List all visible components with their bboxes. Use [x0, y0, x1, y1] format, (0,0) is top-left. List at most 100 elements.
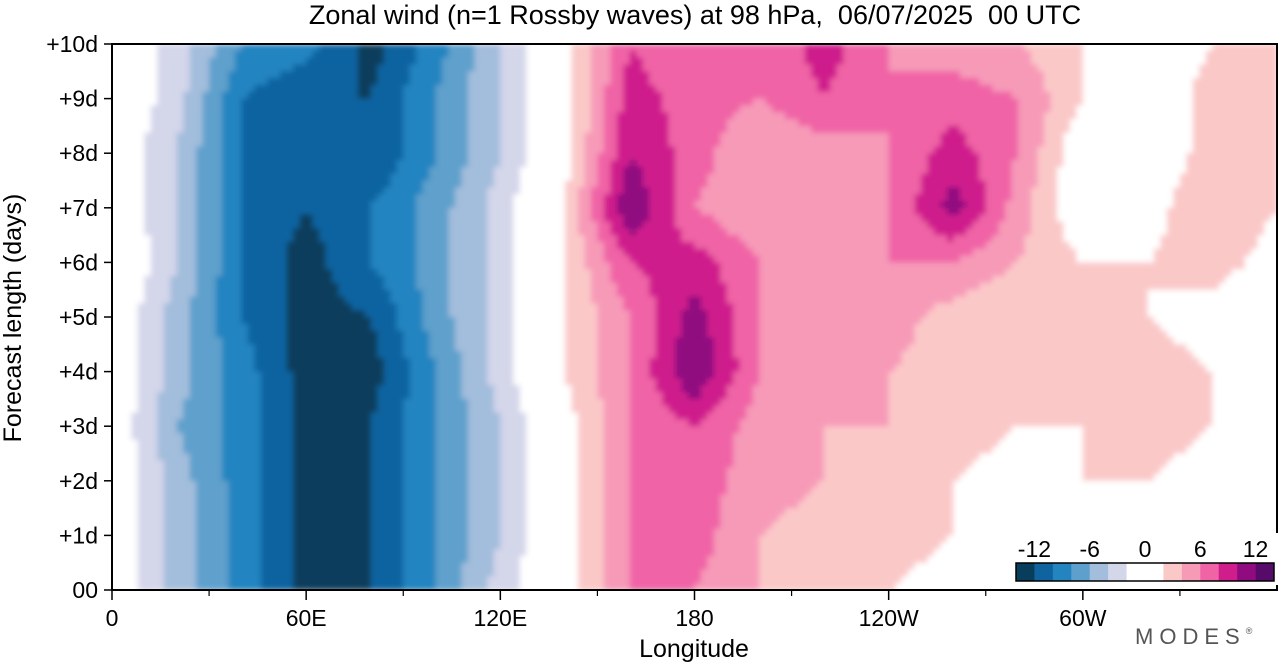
heatmap-cell [642, 180, 650, 188]
heatmap-cell [785, 200, 793, 209]
heatmap-cell [629, 50, 637, 59]
heatmap-cell [642, 187, 650, 195]
heatmap-cell [616, 200, 624, 209]
heatmap-cell [862, 64, 870, 72]
heatmap-cell [921, 166, 929, 175]
heatmap-cell [713, 207, 721, 216]
heatmap-cell [351, 64, 359, 72]
heatmap-cell [830, 214, 838, 223]
heatmap-cell [1044, 57, 1052, 66]
heatmap-cell [357, 187, 366, 195]
heatmap-cell [493, 112, 501, 120]
heatmap-cell [662, 78, 670, 86]
heatmap-cell [636, 194, 644, 202]
heatmap-cell [1166, 180, 1175, 188]
heatmap-cell [364, 207, 372, 216]
heatmap-cell [403, 125, 411, 134]
heatmap-cell [1115, 50, 1123, 59]
heatmap-cell [383, 78, 391, 86]
heatmap-cell [377, 91, 385, 100]
heatmap-cell [247, 180, 255, 188]
heatmap-cell [933, 187, 942, 195]
heatmap-cell [1225, 187, 1233, 195]
heatmap-cell [830, 173, 838, 182]
heatmap-cell [513, 173, 521, 182]
heatmap-cell [273, 207, 281, 216]
heatmap-cell [545, 105, 553, 113]
heatmap-cell [908, 200, 916, 209]
heatmap-cell [707, 214, 715, 223]
heatmap-cell [1244, 105, 1252, 113]
heatmap-cell [345, 153, 353, 161]
heatmap-cell [409, 228, 417, 236]
heatmap-cell [254, 71, 262, 79]
heatmap-cell [234, 91, 243, 100]
heatmap-cell [131, 207, 139, 216]
heatmap-cell [1089, 112, 1097, 120]
heatmap-cell [811, 105, 819, 113]
heatmap-cell [662, 153, 670, 161]
heatmap-cell [571, 194, 579, 202]
heatmap-cell [260, 98, 268, 107]
heatmap-cell [312, 153, 320, 161]
heatmap-cell [798, 146, 806, 154]
heatmap-cell [584, 146, 592, 154]
heatmap-cell [1102, 132, 1110, 141]
heatmap-cell [649, 91, 657, 100]
heatmap-cell [422, 228, 430, 236]
heatmap-cell [241, 57, 249, 66]
heatmap-cell [1115, 180, 1123, 188]
heatmap-cell [377, 200, 385, 209]
heatmap-cell [493, 153, 501, 161]
heatmap-cell [662, 139, 670, 147]
heatmap-cell [150, 50, 158, 59]
heatmap-cell [603, 207, 611, 216]
heatmap-cell [1089, 91, 1097, 100]
heatmap-cell [578, 119, 586, 127]
heatmap-cell [1192, 57, 1200, 66]
heatmap-cell [1063, 160, 1071, 168]
heatmap-cell [1257, 71, 1265, 79]
heatmap-cell [1238, 50, 1246, 59]
heatmap-cell [642, 119, 650, 127]
heatmap-cell [823, 119, 832, 127]
heatmap-cell [571, 84, 579, 93]
heatmap-cell [1160, 50, 1168, 59]
heatmap-cell [189, 98, 197, 107]
heatmap-cell [131, 91, 139, 100]
heatmap-cell [332, 64, 340, 72]
heatmap-cell [610, 160, 618, 168]
heatmap-cell [1147, 214, 1155, 223]
heatmap-cell [455, 173, 463, 182]
heatmap-cell [882, 214, 890, 223]
heatmap-cell [1192, 71, 1200, 79]
heatmap-cell [804, 173, 812, 182]
heatmap-cell [830, 71, 838, 79]
heatmap-cell [241, 44, 249, 52]
heatmap-cell [1160, 71, 1168, 79]
heatmap-cell [170, 139, 178, 147]
heatmap-cell [280, 91, 288, 100]
heatmap-cell [843, 187, 851, 195]
heatmap-cell [778, 153, 786, 161]
heatmap-cell [888, 194, 896, 202]
heatmap-cell [972, 207, 980, 216]
heatmap-cell [597, 194, 605, 202]
heatmap-cell [927, 146, 935, 154]
heatmap-cell [396, 160, 404, 168]
heatmap-cell [209, 64, 217, 72]
heatmap-cell [1166, 132, 1175, 141]
heatmap-cell [157, 78, 165, 86]
heatmap-cell [403, 57, 411, 66]
heatmap-cell [364, 160, 372, 168]
heatmap-cell [448, 228, 456, 236]
heatmap-cell [739, 139, 747, 147]
heatmap-cell [228, 166, 236, 175]
heatmap-cell [578, 64, 586, 72]
heatmap-cell [312, 180, 320, 188]
heatmap-cell [150, 105, 158, 113]
heatmap-cell [882, 64, 890, 72]
heatmap-cell [752, 207, 760, 216]
heatmap-cell [215, 207, 223, 216]
heatmap-cell [1069, 153, 1077, 161]
